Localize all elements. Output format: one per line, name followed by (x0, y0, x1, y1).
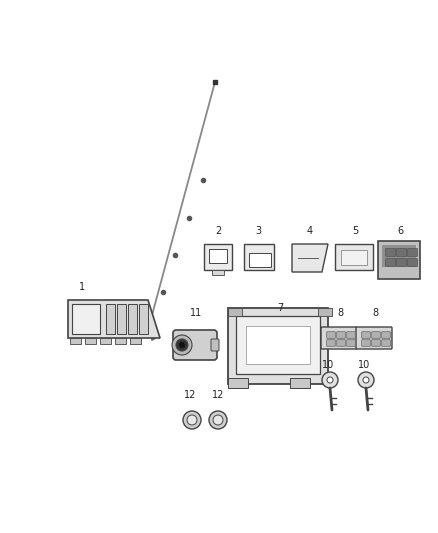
FancyBboxPatch shape (407, 248, 417, 256)
FancyBboxPatch shape (228, 308, 328, 384)
Circle shape (327, 377, 333, 383)
FancyBboxPatch shape (372, 340, 380, 346)
Text: 5: 5 (352, 226, 358, 236)
FancyBboxPatch shape (228, 378, 248, 388)
Text: 1: 1 (79, 282, 85, 292)
FancyBboxPatch shape (362, 332, 370, 338)
Text: 8: 8 (337, 308, 343, 318)
Circle shape (363, 377, 369, 383)
Text: 4: 4 (307, 226, 313, 236)
FancyBboxPatch shape (72, 304, 100, 334)
FancyBboxPatch shape (385, 259, 396, 266)
FancyBboxPatch shape (236, 316, 320, 374)
Circle shape (322, 372, 338, 388)
Circle shape (179, 342, 185, 348)
Circle shape (213, 415, 223, 425)
FancyBboxPatch shape (341, 250, 367, 265)
FancyBboxPatch shape (228, 308, 242, 316)
FancyBboxPatch shape (115, 338, 126, 344)
FancyBboxPatch shape (100, 338, 111, 344)
FancyBboxPatch shape (128, 304, 137, 334)
FancyBboxPatch shape (337, 332, 345, 338)
FancyBboxPatch shape (396, 248, 406, 256)
FancyBboxPatch shape (246, 326, 310, 364)
FancyBboxPatch shape (290, 378, 310, 388)
Text: 12: 12 (212, 390, 224, 400)
Circle shape (183, 411, 201, 429)
Polygon shape (292, 244, 328, 272)
FancyBboxPatch shape (378, 241, 420, 279)
FancyBboxPatch shape (347, 340, 355, 346)
FancyBboxPatch shape (249, 253, 271, 267)
FancyBboxPatch shape (337, 340, 345, 346)
FancyBboxPatch shape (347, 332, 355, 338)
Text: 7: 7 (277, 303, 283, 313)
Circle shape (209, 411, 227, 429)
Text: 10: 10 (322, 360, 334, 370)
FancyBboxPatch shape (382, 245, 416, 267)
FancyBboxPatch shape (318, 308, 332, 316)
FancyBboxPatch shape (117, 304, 126, 334)
FancyBboxPatch shape (85, 338, 96, 344)
FancyBboxPatch shape (209, 249, 227, 263)
FancyBboxPatch shape (335, 244, 373, 270)
Circle shape (187, 415, 197, 425)
FancyBboxPatch shape (362, 340, 370, 346)
FancyBboxPatch shape (212, 270, 224, 275)
FancyBboxPatch shape (204, 244, 232, 270)
FancyBboxPatch shape (396, 259, 406, 266)
FancyBboxPatch shape (327, 340, 336, 346)
FancyBboxPatch shape (381, 340, 390, 346)
FancyBboxPatch shape (327, 332, 336, 338)
Polygon shape (68, 300, 160, 338)
FancyBboxPatch shape (372, 332, 380, 338)
FancyBboxPatch shape (106, 304, 115, 334)
FancyBboxPatch shape (70, 338, 81, 344)
Circle shape (176, 339, 188, 351)
Circle shape (172, 335, 192, 355)
Text: 8: 8 (372, 308, 378, 318)
FancyBboxPatch shape (211, 339, 219, 351)
Text: 12: 12 (184, 390, 196, 400)
Text: 6: 6 (397, 226, 403, 236)
FancyBboxPatch shape (381, 332, 390, 338)
Text: 2: 2 (215, 226, 221, 236)
FancyBboxPatch shape (139, 304, 148, 334)
FancyBboxPatch shape (173, 330, 217, 360)
Circle shape (358, 372, 374, 388)
Text: 3: 3 (255, 226, 261, 236)
FancyBboxPatch shape (130, 338, 141, 344)
FancyBboxPatch shape (385, 248, 396, 256)
FancyBboxPatch shape (244, 244, 274, 270)
FancyBboxPatch shape (321, 327, 357, 349)
Text: 11: 11 (190, 308, 202, 318)
FancyBboxPatch shape (407, 259, 417, 266)
FancyBboxPatch shape (356, 327, 392, 349)
Text: 10: 10 (358, 360, 370, 370)
